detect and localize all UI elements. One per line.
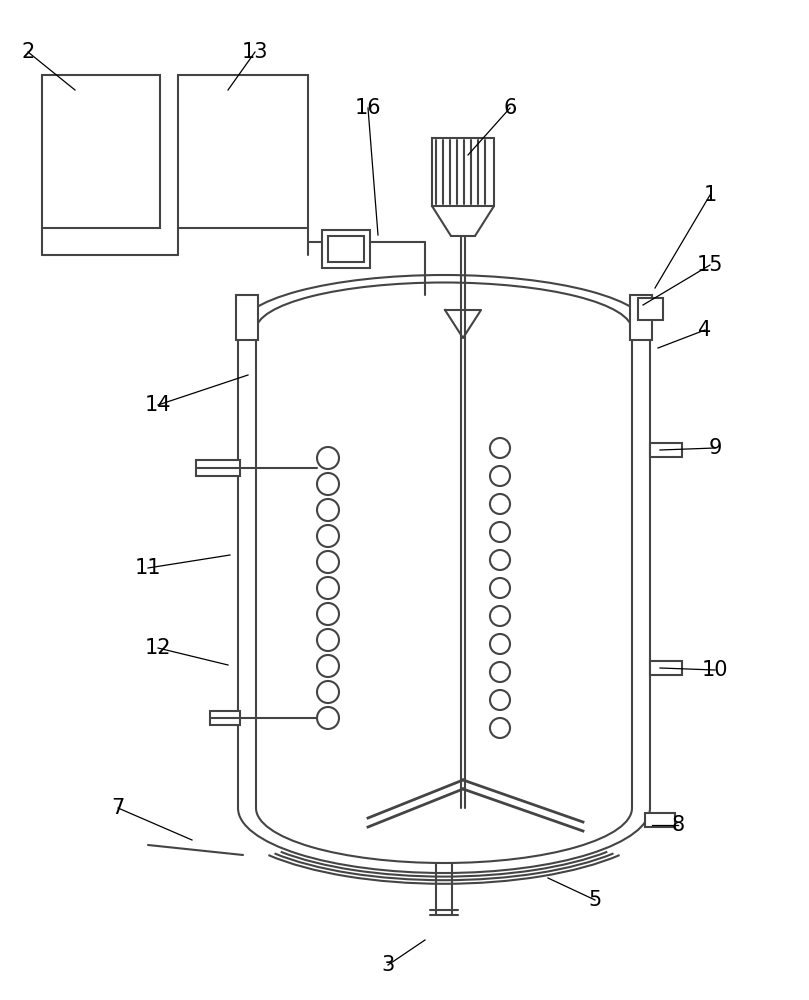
Text: 12: 12 [145,638,172,658]
Text: 4: 4 [698,320,712,340]
Bar [638,298,663,320]
Bar [432,138,494,206]
Text: 5: 5 [588,890,602,910]
Text: 11: 11 [135,558,161,578]
Bar [196,460,240,476]
Text: 13: 13 [242,42,269,62]
Bar [650,443,682,457]
Bar [328,236,364,262]
Bar [236,295,258,340]
Text: 9: 9 [709,438,722,458]
Bar [650,661,682,675]
Bar [210,711,240,725]
Text: 8: 8 [671,815,684,835]
Bar [322,230,370,268]
Bar [178,75,308,228]
Bar [42,75,160,228]
Text: 2: 2 [21,42,35,62]
Bar [645,813,675,827]
Text: 10: 10 [701,660,728,680]
Text: 15: 15 [697,255,723,275]
Text: 6: 6 [503,98,517,118]
Text: 1: 1 [703,185,717,205]
Bar [630,295,652,340]
Text: 14: 14 [145,395,172,415]
Text: 7: 7 [112,798,125,818]
Text: 3: 3 [381,955,395,975]
Text: 16: 16 [354,98,381,118]
